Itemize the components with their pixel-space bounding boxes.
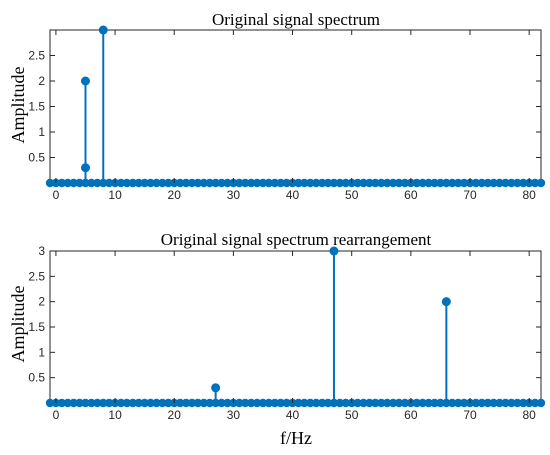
bottom-x-tick-label: 0 <box>53 408 60 422</box>
top-x-tick-label: 50 <box>345 188 359 202</box>
bottom-y-tick-label: 2 <box>38 295 45 309</box>
bottom-x-axis-label: f/Hz <box>280 428 312 448</box>
bottom-stem-marker <box>329 246 339 256</box>
top-subplot: Original signal spectrum Amplitude 0 10 20… <box>8 10 546 202</box>
top-x-tick-label: 60 <box>404 188 418 202</box>
bottom-x-tick-label: 60 <box>404 408 418 422</box>
top-chart-title: Original signal spectrum <box>212 10 380 29</box>
top-y-tick-label: 2 <box>38 74 45 88</box>
bottom-y-tick-label: 0.5 <box>28 371 45 385</box>
top-stem-marker <box>80 163 90 173</box>
top-stem-marker <box>98 25 108 35</box>
bottom-y-tick-label: 1.5 <box>28 320 45 334</box>
top-stem-marker <box>80 76 90 86</box>
bottom-stem-marker <box>441 297 451 307</box>
top-y-tick-label: 0.5 <box>28 151 45 165</box>
top-y-tick-label: 2.5 <box>28 49 45 63</box>
bottom-x-tick-label: 10 <box>108 408 122 422</box>
bottom-stem-marker <box>211 383 221 393</box>
bottom-plot-area-frame <box>49 250 542 404</box>
bottom-x-tick-label: 20 <box>168 408 182 422</box>
top-axis-ticks: 0 10 20 30 40 50 60 70 80 0.5 1 1.5 2 2.5 <box>28 30 541 202</box>
top-plot-area-frame <box>49 29 542 184</box>
top-x-tick-label: 80 <box>522 188 536 202</box>
top-y-tick-label: 1 <box>38 125 45 139</box>
bottom-subplot: Original signal spectrum rearrangement A… <box>8 230 546 448</box>
bottom-y-axis-label: Amplitude <box>8 285 28 362</box>
bottom-y-tick-label: 2.5 <box>28 269 45 283</box>
bottom-x-tick-label: 50 <box>345 408 359 422</box>
top-x-tick-label: 70 <box>463 188 477 202</box>
bottom-x-tick-label: 40 <box>286 408 300 422</box>
bottom-plot-marks <box>45 246 546 408</box>
bottom-axis-ticks: 0 10 20 30 40 50 60 70 80 0.5 1 1.5 2 2.5 3 <box>28 244 541 422</box>
top-x-tick-label: 40 <box>286 188 300 202</box>
top-y-tick-label: 1.5 <box>28 100 45 114</box>
bottom-y-tick-label: 3 <box>38 244 45 258</box>
bottom-x-tick-label: 70 <box>463 408 477 422</box>
top-x-tick-label: 0 <box>53 188 60 202</box>
top-plot-marks <box>45 25 546 188</box>
bottom-y-tick-label: 1 <box>38 345 45 359</box>
bottom-x-tick-label: 30 <box>227 408 241 422</box>
top-x-tick-label: 10 <box>108 188 122 202</box>
top-x-tick-label: 20 <box>168 188 182 202</box>
top-y-axis-label: Amplitude <box>8 66 28 143</box>
top-x-tick-label: 30 <box>227 188 241 202</box>
bottom-x-tick-label: 80 <box>522 408 536 422</box>
bottom-chart-title: Original signal spectrum rearrangement <box>161 230 432 249</box>
